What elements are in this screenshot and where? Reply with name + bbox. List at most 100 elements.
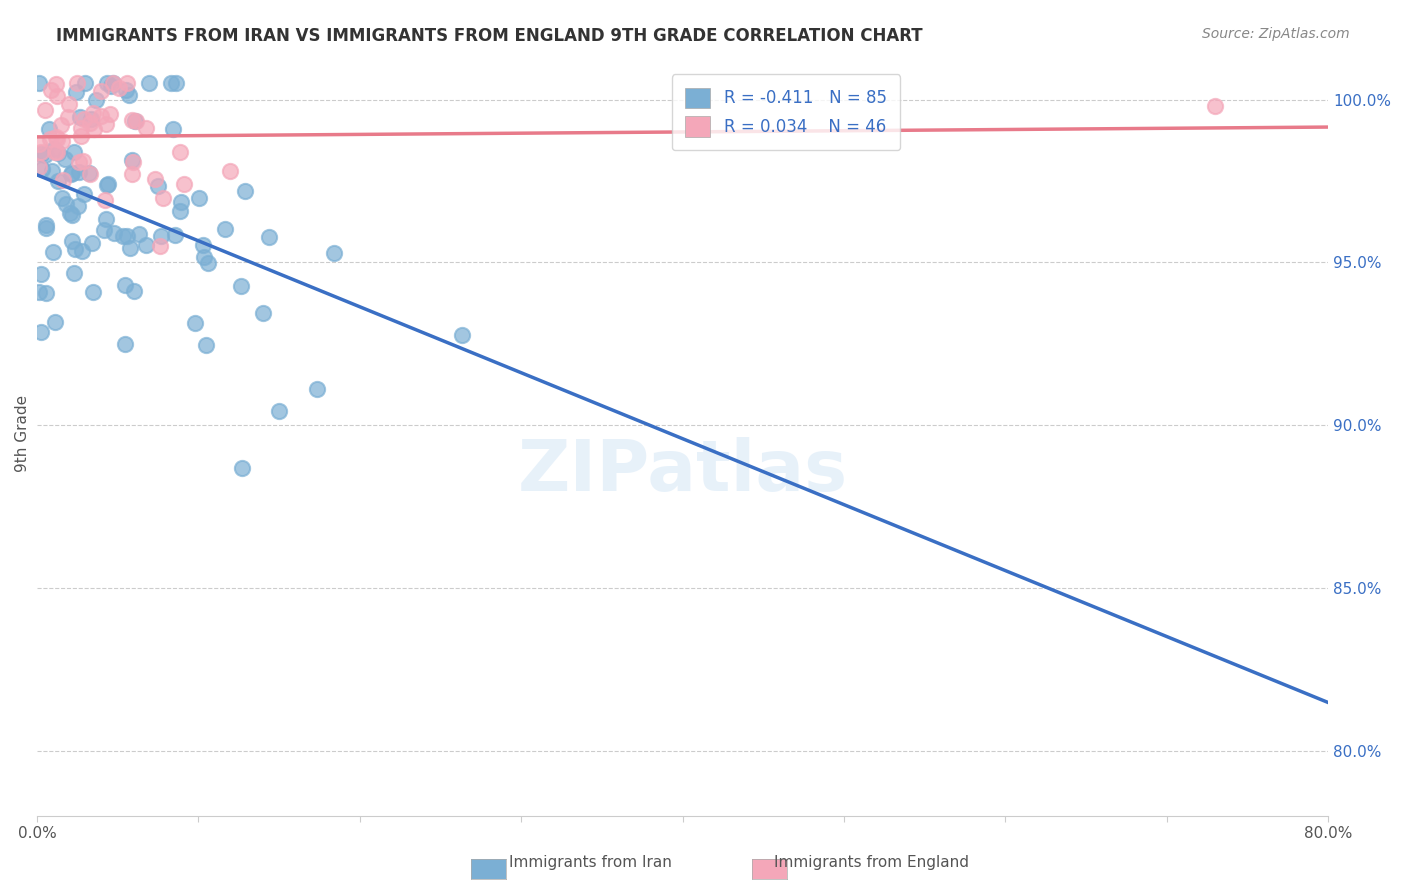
Text: ZIPatlas: ZIPatlas	[517, 437, 848, 506]
Point	[69, 129, 91, 144]
Point	[63, 266, 86, 280]
Point	[121, 113, 143, 128]
Point	[184, 316, 207, 330]
Point	[191, 237, 214, 252]
Text: Immigrants from England: Immigrants from England	[775, 855, 969, 870]
Point	[114, 277, 136, 292]
Text: IMMIGRANTS FROM IRAN VS IMMIGRANTS FROM ENGLAND 9TH GRADE CORRELATION CHART: IMMIGRANTS FROM IRAN VS IMMIGRANTS FROM …	[56, 27, 922, 45]
Point	[138, 76, 160, 90]
Point	[122, 284, 145, 298]
Point	[257, 230, 280, 244]
Point	[122, 155, 145, 169]
Point	[96, 212, 118, 227]
Point	[72, 154, 94, 169]
Point	[73, 112, 96, 126]
Point	[75, 76, 97, 90]
Point	[69, 110, 91, 124]
Point	[121, 153, 143, 167]
Point	[93, 222, 115, 236]
Point	[60, 166, 83, 180]
Point	[114, 337, 136, 351]
Point	[121, 167, 143, 181]
Point	[30, 326, 52, 340]
Point	[56, 111, 79, 125]
Point	[67, 199, 90, 213]
Point	[30, 145, 52, 160]
Point	[96, 178, 118, 192]
Point	[60, 208, 83, 222]
Point	[70, 121, 93, 136]
Point	[82, 105, 104, 120]
Point	[60, 235, 83, 249]
Text: Source: ZipAtlas.com: Source: ZipAtlas.com	[1202, 27, 1350, 41]
Point	[252, 306, 274, 320]
Point	[70, 244, 93, 258]
Point	[38, 132, 60, 146]
Point	[112, 228, 135, 243]
Point	[162, 122, 184, 136]
Point	[169, 203, 191, 218]
Point	[31, 161, 53, 176]
Point	[44, 315, 66, 329]
Point	[173, 177, 195, 191]
Point	[51, 135, 73, 149]
Point	[80, 112, 103, 126]
Point	[322, 246, 344, 260]
Point	[107, 81, 129, 95]
Point	[229, 279, 252, 293]
Point	[193, 251, 215, 265]
Point	[28, 160, 51, 174]
Point	[55, 196, 77, 211]
Point	[35, 221, 58, 235]
Point	[305, 382, 328, 396]
Point	[84, 93, 107, 107]
Point	[59, 167, 82, 181]
Point	[124, 113, 146, 128]
Point	[94, 193, 117, 207]
Point	[188, 191, 211, 205]
Point	[48, 174, 70, 188]
Point	[267, 404, 290, 418]
Point	[44, 145, 66, 159]
Point	[73, 186, 96, 201]
Point	[66, 76, 89, 90]
Point	[62, 145, 84, 159]
Text: Immigrants from Iran: Immigrants from Iran	[509, 855, 672, 870]
Point	[143, 172, 166, 186]
Point	[1204, 99, 1226, 113]
Point	[170, 195, 193, 210]
Point	[27, 76, 49, 90]
Point	[148, 238, 170, 252]
Point	[451, 328, 474, 343]
Point	[118, 87, 141, 102]
Point	[100, 107, 122, 121]
Point	[65, 85, 87, 99]
Point	[96, 118, 118, 132]
Point	[46, 132, 69, 146]
Point	[35, 285, 58, 300]
Point	[45, 145, 67, 160]
Point	[197, 256, 219, 270]
Point	[34, 103, 56, 117]
Point	[165, 228, 187, 243]
Point	[38, 122, 60, 136]
Point	[46, 145, 69, 160]
Point	[120, 241, 142, 255]
Point	[79, 116, 101, 130]
Point	[39, 83, 62, 97]
Y-axis label: 9th Grade: 9th Grade	[15, 395, 30, 472]
Point	[41, 164, 63, 178]
Point	[28, 285, 51, 300]
Point	[135, 238, 157, 252]
Point	[159, 76, 181, 90]
Point	[59, 206, 82, 220]
Point	[135, 120, 157, 135]
Point	[115, 229, 138, 244]
Point	[152, 191, 174, 205]
Point	[30, 146, 52, 161]
Point	[195, 338, 218, 352]
Point	[53, 152, 76, 166]
Point	[30, 267, 52, 281]
Point	[67, 155, 90, 169]
Point	[214, 222, 236, 236]
